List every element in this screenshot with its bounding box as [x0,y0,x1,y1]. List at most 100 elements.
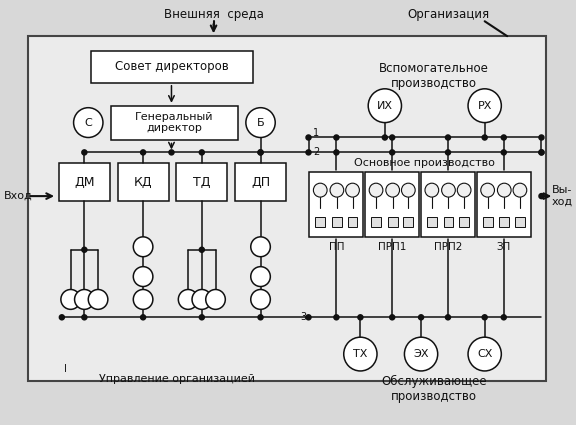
Circle shape [457,183,471,197]
Bar [28,36,547,381]
Circle shape [501,135,506,140]
Text: Вы-
ход: Вы- ход [551,185,573,207]
Circle shape [179,289,198,309]
Text: Совет директоров: Совет директоров [115,60,228,74]
Circle shape [482,135,487,140]
Circle shape [404,337,438,371]
Bar [427,217,437,227]
Circle shape [133,237,153,257]
Text: Вход: Вход [3,191,32,201]
Bar [235,163,286,201]
Text: ПРП1: ПРП1 [378,242,407,252]
Circle shape [382,135,387,140]
Circle shape [334,135,339,140]
Text: РХ: РХ [478,101,492,110]
Circle shape [334,315,339,320]
Circle shape [401,183,415,197]
Circle shape [386,183,400,197]
Circle shape [468,337,501,371]
Circle shape [539,150,544,155]
Circle shape [539,150,544,155]
Circle shape [141,315,146,320]
Bar [59,163,110,201]
Text: СХ: СХ [477,349,492,359]
Circle shape [313,183,327,197]
Circle shape [251,289,270,309]
Bar [111,106,238,141]
Circle shape [539,194,544,198]
Text: ТХ: ТХ [353,349,367,359]
Circle shape [133,266,153,286]
Circle shape [192,289,211,309]
Circle shape [246,108,275,138]
Text: Вспомогательное
производство: Вспомогательное производство [379,62,488,90]
Bar [421,172,475,237]
Circle shape [358,315,363,320]
Circle shape [306,315,311,320]
Circle shape [368,89,401,122]
Text: Обслуживающее
производство: Обслуживающее производство [381,375,487,403]
Text: Генеральный
директор: Генеральный директор [135,112,214,133]
Circle shape [74,108,103,138]
Circle shape [82,315,87,320]
Text: Основное производство: Основное производство [354,159,494,168]
Circle shape [346,183,359,197]
Circle shape [390,315,395,320]
Bar [371,217,381,227]
Circle shape [334,150,339,155]
Circle shape [133,289,153,309]
Bar [444,217,453,227]
Circle shape [199,247,204,252]
Text: Управление организацией: Управление организацией [99,374,255,384]
Circle shape [442,183,455,197]
Circle shape [501,315,506,320]
Circle shape [482,315,487,320]
Circle shape [330,183,344,197]
Circle shape [445,135,450,140]
Bar [118,163,169,201]
Text: ЭХ: ЭХ [414,349,429,359]
Circle shape [468,89,501,122]
Circle shape [82,150,87,155]
Text: ДМ: ДМ [74,176,94,189]
Circle shape [425,183,439,197]
Text: КД: КД [134,176,153,189]
Bar [365,172,419,237]
Circle shape [306,150,311,155]
Circle shape [141,150,146,155]
Bar [91,51,253,83]
Circle shape [390,135,395,140]
Text: Организация: Организация [407,8,490,21]
Bar [308,170,533,239]
Bar [483,217,492,227]
Circle shape [306,135,311,140]
Circle shape [369,183,383,197]
Circle shape [169,150,174,155]
Circle shape [258,150,263,155]
Text: Б: Б [257,118,264,128]
Circle shape [251,237,270,257]
Circle shape [82,247,87,252]
Text: 2: 2 [313,147,320,157]
Circle shape [498,183,511,197]
Circle shape [61,289,81,309]
Bar [348,217,358,227]
Circle shape [258,150,263,155]
Circle shape [539,135,544,140]
Bar [309,172,363,237]
Circle shape [344,337,377,371]
Text: ДП: ДП [251,176,270,189]
Circle shape [251,266,270,286]
Circle shape [390,150,395,155]
Text: ПРП2: ПРП2 [434,242,462,252]
Bar [176,163,228,201]
Circle shape [501,150,506,155]
Bar [515,217,525,227]
Bar [403,217,413,227]
Circle shape [481,183,494,197]
Circle shape [258,315,263,320]
Bar [499,217,509,227]
Text: С: С [85,118,92,128]
Circle shape [199,315,204,320]
Text: I: I [64,364,67,374]
